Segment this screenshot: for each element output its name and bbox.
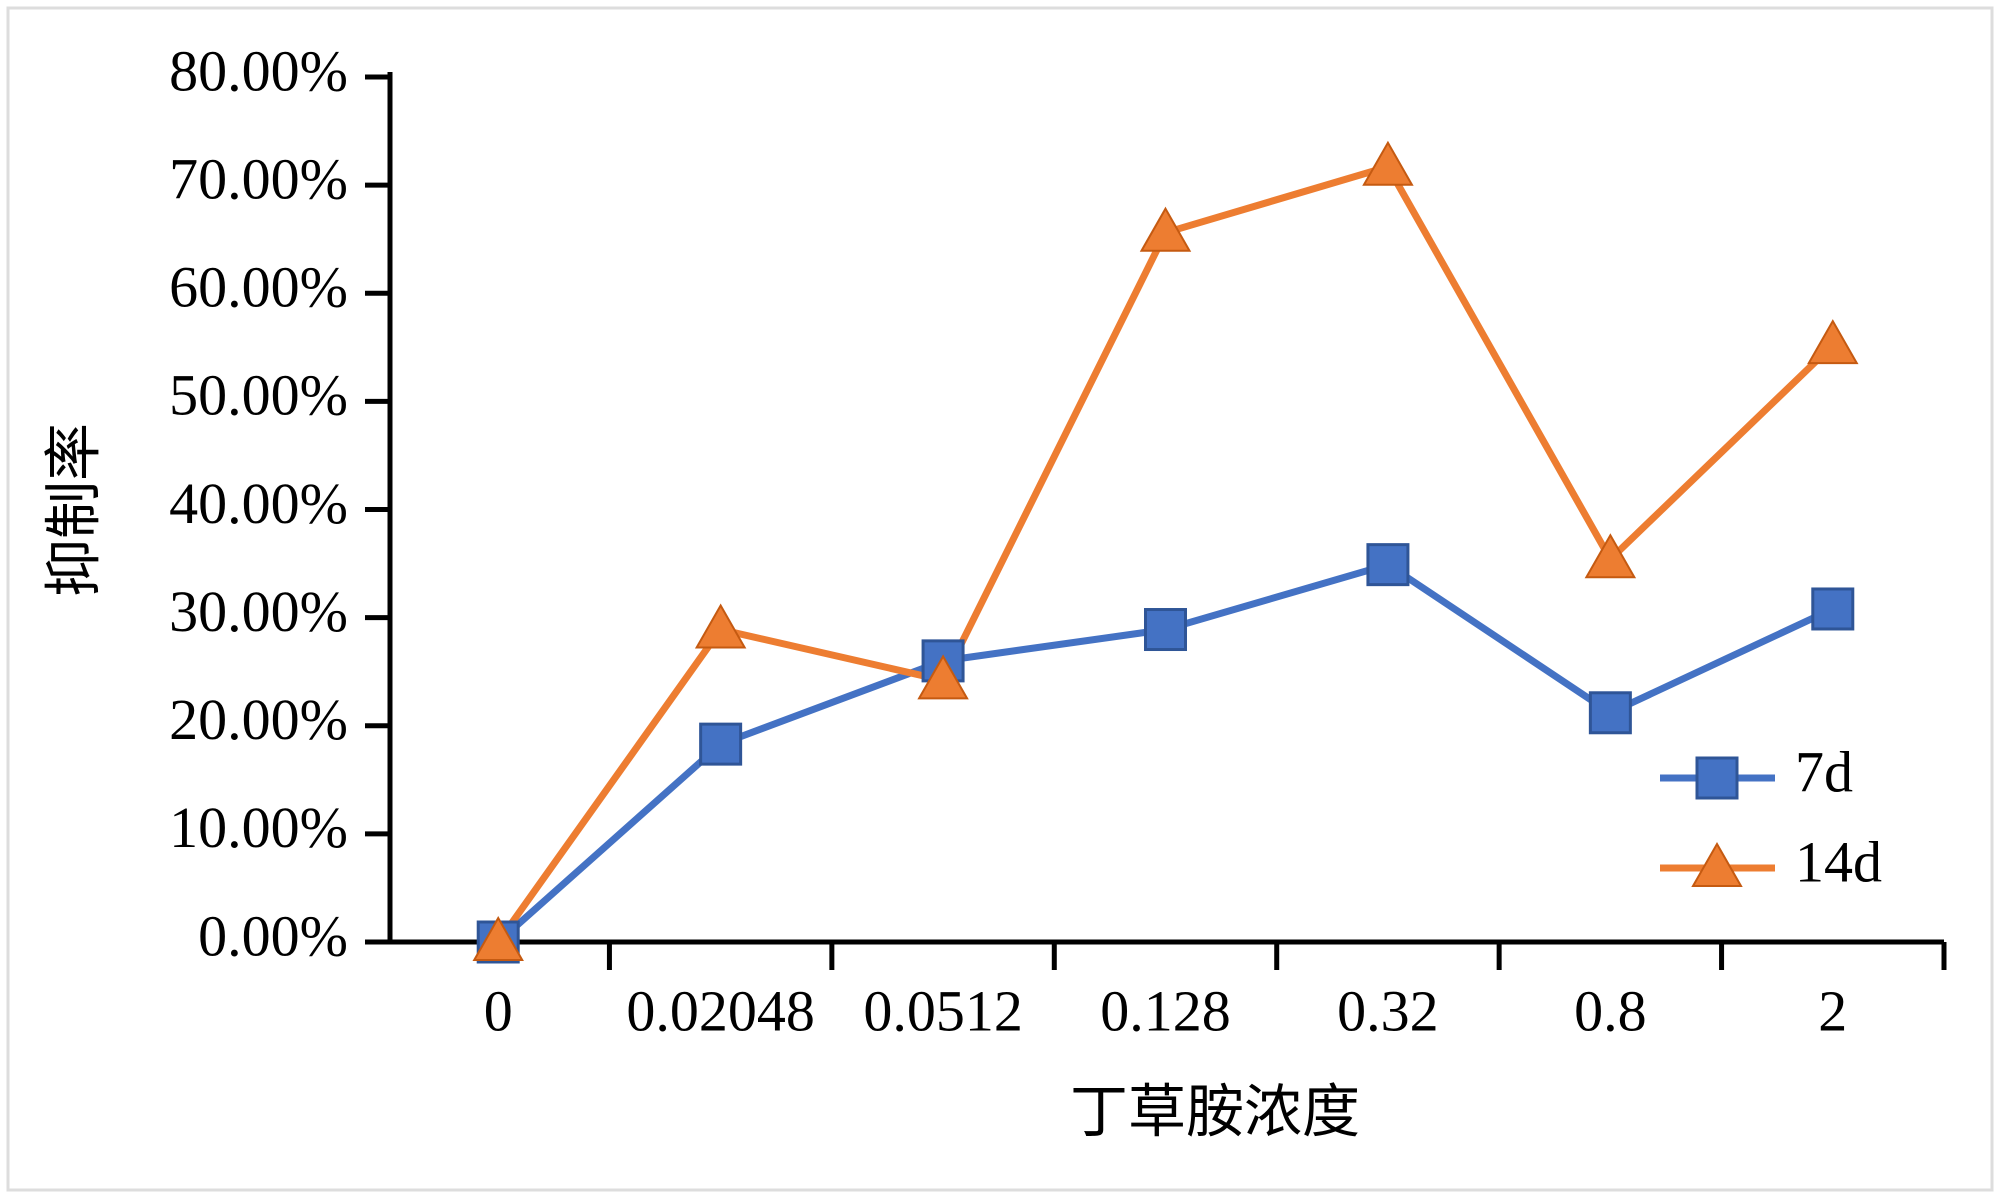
y-tick-label: 20.00% — [169, 687, 348, 752]
marker — [699, 722, 743, 766]
x-tick-label: 2 — [1818, 978, 1847, 1043]
x-tick-label: 0.0512 — [863, 978, 1023, 1043]
y-tick-label: 60.00% — [169, 255, 348, 320]
marker — [1139, 206, 1192, 252]
marker — [1584, 533, 1637, 579]
marker — [1807, 319, 1859, 365]
x-axis-label: 丁草胺浓度 — [1070, 1079, 1360, 1144]
marker — [472, 915, 524, 961]
y-tick-label: 40.00% — [169, 471, 348, 536]
frame — [6, 6, 1994, 1192]
x-tick-label: 0.32 — [1337, 978, 1439, 1043]
marker — [1588, 691, 1632, 735]
y-tick-label: 30.00% — [169, 579, 348, 644]
marker — [1691, 841, 1743, 887]
x-tick-label: 0.128 — [1100, 978, 1231, 1043]
series-line — [495, 163, 1836, 945]
y-axis-label: 抑制率 — [41, 423, 106, 597]
marker — [1811, 587, 1855, 631]
marker — [1144, 608, 1187, 652]
y-tick-label: 70.00% — [169, 146, 348, 211]
y-tick-label: 0.00% — [198, 903, 348, 968]
y-tick-label: 10.00% — [169, 795, 348, 860]
marker — [917, 654, 969, 700]
y-tick-label: 50.00% — [169, 363, 348, 428]
y-tick-label: 80.00% — [169, 38, 348, 103]
marker — [1695, 756, 1739, 800]
legend-label: 7d — [1795, 739, 1853, 804]
x-tick-label: 0.8 — [1574, 978, 1647, 1043]
x-tick-label: 0 — [484, 978, 513, 1043]
marker — [1362, 140, 1414, 186]
marker — [1366, 543, 1410, 587]
marker — [694, 603, 747, 649]
legend-label: 14d — [1795, 829, 1882, 894]
x-tick-label: 0.02048 — [626, 978, 815, 1043]
